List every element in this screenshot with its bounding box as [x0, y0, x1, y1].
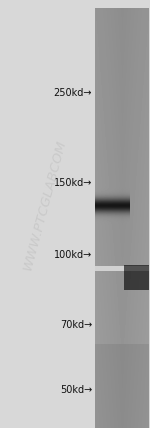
Text: WWW.PTCGLABCOM: WWW.PTCGLABCOM: [21, 139, 69, 272]
Text: 100kd→: 100kd→: [54, 250, 92, 260]
Text: 250kd→: 250kd→: [54, 88, 92, 98]
Text: 70kd→: 70kd→: [60, 320, 92, 330]
Text: 50kd→: 50kd→: [60, 385, 92, 395]
Text: 150kd→: 150kd→: [54, 178, 92, 188]
